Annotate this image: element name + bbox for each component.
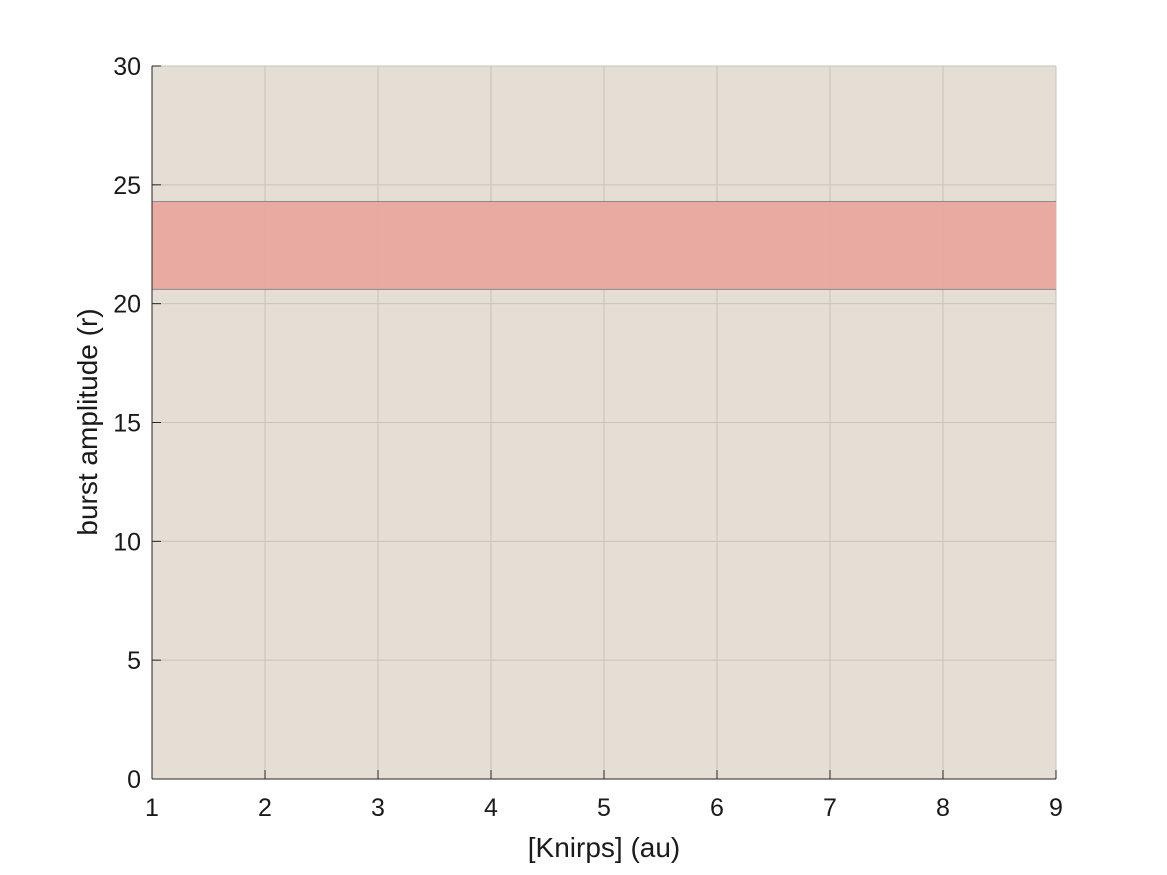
x-tick-label: 4 — [484, 794, 498, 822]
x-tick-label: 6 — [710, 794, 724, 822]
y-tick-label: 10 — [113, 528, 141, 556]
axes — [151, 65, 1057, 780]
y-tick-label: 20 — [113, 291, 141, 319]
y-tick-label: 25 — [113, 172, 141, 200]
x-tick-label: 2 — [258, 794, 272, 822]
x-tick-label: 7 — [823, 794, 837, 822]
y-axis-label: burst amplitude (r) — [72, 308, 103, 535]
band-area — [152, 201, 1056, 290]
bands — [152, 200, 1056, 290]
y-tick-label: 15 — [113, 410, 141, 438]
grid — [152, 65, 1057, 779]
x-tick-label: 1 — [145, 794, 159, 822]
y-tick-label: 30 — [113, 53, 141, 81]
x-tick-label: 3 — [371, 794, 385, 822]
tick-labels: 1 2 3 4 5 6 7 8 9 0 5 10 15 20 25 30 — [113, 53, 1063, 822]
y-tick-label: 5 — [127, 647, 141, 675]
x-tick-label: 5 — [597, 794, 611, 822]
x-tick-label: 9 — [1049, 794, 1063, 822]
x-tick-label: 8 — [936, 794, 950, 822]
y-tick-label: 0 — [127, 766, 141, 794]
x-axis-label: [Knirps] (au) — [528, 832, 681, 863]
